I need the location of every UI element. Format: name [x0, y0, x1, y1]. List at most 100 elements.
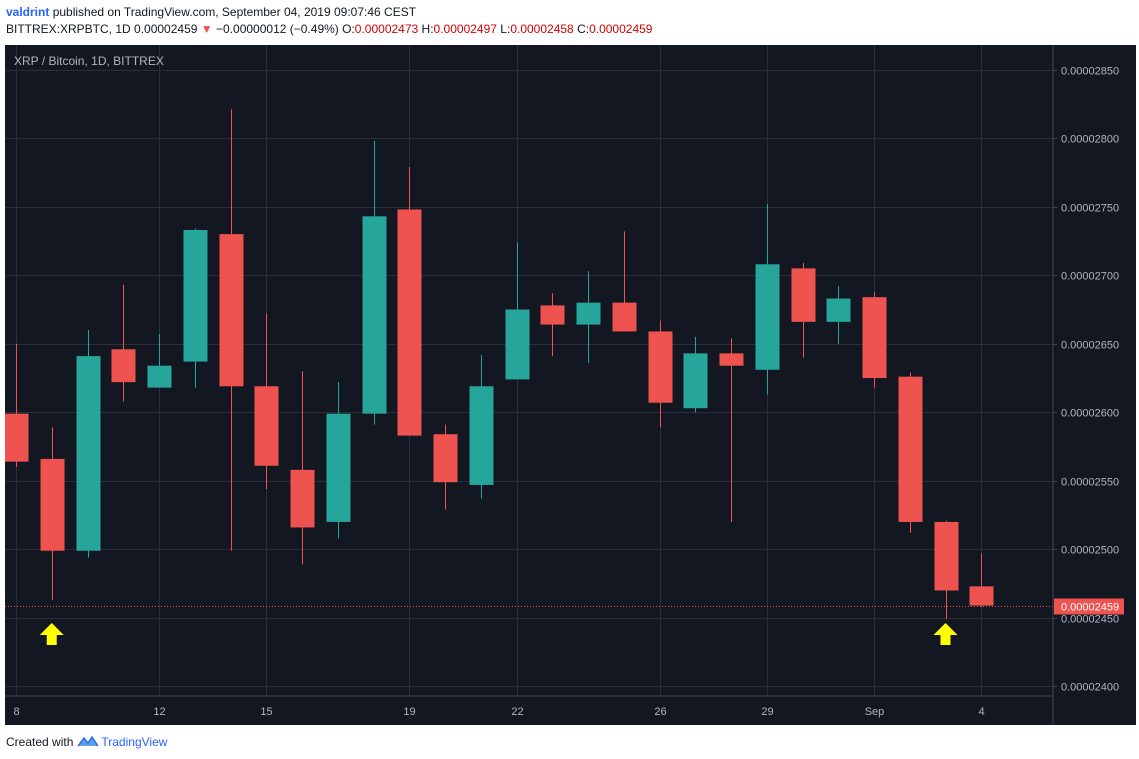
- candle[interactable]: [898, 372, 923, 533]
- ohlc-info: BITTREX:XRPBTC, 1D 0.00002459 ▼ −0.00000…: [6, 22, 652, 38]
- candle[interactable]: [755, 203, 780, 395]
- candle-body: [290, 469, 315, 528]
- time-tick-label: Sep: [865, 706, 885, 718]
- candle-body: [683, 353, 708, 409]
- price-tick-label: 0.00002750: [1061, 203, 1119, 215]
- candle[interactable]: [576, 271, 601, 363]
- close-value: 0.00002459: [589, 22, 653, 36]
- candle[interactable]: [612, 231, 637, 332]
- candle[interactable]: [791, 262, 816, 358]
- candle-body: [397, 209, 422, 436]
- candle-body: [40, 458, 65, 551]
- price-tick-label: 0.00002400: [1061, 682, 1119, 694]
- candle[interactable]: [362, 140, 387, 425]
- price-tick-label: 0.00002850: [1061, 66, 1119, 78]
- candle-body: [183, 230, 208, 362]
- candle[interactable]: [397, 166, 422, 436]
- candle[interactable]: [505, 242, 530, 380]
- annotations: [39, 623, 958, 645]
- price-change: −0.00000012 (−0.49%): [216, 22, 339, 36]
- close-label: C:: [577, 22, 590, 36]
- created-with-text: Created with: [6, 735, 74, 749]
- open-value: 0.00002473: [354, 22, 419, 36]
- candlestick-chart[interactable]: 0.00002850 0.00002800 0.00002750 0.00002700…: [4, 45, 1136, 725]
- candle-body: [612, 302, 637, 332]
- time-tick-label: 8: [13, 706, 19, 718]
- down-arrow-icon: ▼: [200, 22, 213, 36]
- candle-body: [719, 353, 744, 366]
- candle-body: [505, 309, 530, 380]
- candle-body: [433, 434, 458, 483]
- published-text: published on TradingView.com, September …: [52, 5, 417, 19]
- candle[interactable]: [40, 427, 65, 601]
- candle[interactable]: [969, 553, 994, 607]
- time-tick-label: 29: [761, 706, 773, 718]
- candle[interactable]: [111, 284, 136, 402]
- low-value: 0.00002458: [510, 22, 574, 36]
- candle-body: [469, 386, 494, 485]
- time-tick-label: 26: [654, 706, 666, 718]
- footer: Created with TradingView: [6, 733, 167, 751]
- candle-body: [111, 349, 136, 383]
- candle[interactable]: [76, 330, 101, 558]
- candle[interactable]: [183, 228, 208, 388]
- arrow-up-icon: [933, 623, 958, 645]
- candle[interactable]: [433, 424, 458, 510]
- last-price-badge-label: 0.00002459: [1061, 602, 1119, 614]
- candle-body: [898, 376, 923, 522]
- arrow-up-icon: [39, 623, 64, 645]
- price-tick-label: 0.00002700: [1061, 271, 1119, 283]
- high-value: 0.00002497: [433, 22, 497, 36]
- price-tick-label: 0.00002650: [1061, 340, 1119, 352]
- time-tick-label: 4: [978, 706, 984, 718]
- candle-body: [791, 268, 816, 322]
- author-link[interactable]: valdrint: [6, 5, 50, 19]
- price-tick-label: 0.00002500: [1061, 545, 1119, 557]
- tradingview-link[interactable]: TradingView: [101, 735, 168, 749]
- candle[interactable]: [290, 371, 315, 565]
- last-price: 0.00002459: [134, 22, 198, 36]
- candle-body: [254, 386, 279, 466]
- time-tick-label: 22: [511, 706, 523, 718]
- candle-body: [934, 521, 959, 591]
- tradingview-logo-icon: [77, 734, 99, 751]
- open-label: O:: [342, 22, 355, 36]
- chart-title: XRP / Bitcoin, 1D, BITTREX: [14, 54, 164, 68]
- candle[interactable]: [147, 334, 172, 388]
- candle[interactable]: [326, 382, 351, 539]
- candle-body: [826, 298, 851, 322]
- candle-body: [755, 264, 780, 370]
- candle[interactable]: [540, 293, 565, 357]
- candle-body: [219, 234, 244, 387]
- candle-body: [576, 302, 601, 325]
- candle[interactable]: [826, 286, 851, 344]
- candle[interactable]: [934, 520, 959, 620]
- publish-info: valdrint published on TradingView.com, S…: [6, 5, 416, 21]
- candle-body: [362, 216, 387, 414]
- candle[interactable]: [254, 313, 279, 490]
- chart-panel[interactable]: 0.00002850 0.00002800 0.00002750 0.00002700…: [4, 45, 1136, 725]
- candle[interactable]: [219, 109, 244, 551]
- candle[interactable]: [862, 291, 887, 388]
- candles: [4, 109, 994, 620]
- last-price-badge: [1054, 598, 1124, 615]
- low-label: L:: [500, 22, 511, 36]
- candle-body: [540, 305, 565, 325]
- price-axis[interactable]: 0.00002850 0.00002800 0.00002750 0.00002700…: [1053, 66, 1124, 694]
- high-label: H:: [421, 22, 434, 36]
- time-tick-label: 15: [260, 706, 272, 718]
- candle[interactable]: [719, 338, 744, 522]
- candle-body: [969, 586, 994, 606]
- candle-body: [76, 356, 101, 551]
- candle[interactable]: [4, 343, 29, 468]
- candle-body: [147, 365, 172, 388]
- price-tick-label: 0.00002800: [1061, 134, 1119, 146]
- time-axis[interactable]: 8 12 15 19 22 26 29 Sep 4: [13, 706, 984, 718]
- candle[interactable]: [648, 320, 673, 428]
- candle-body: [862, 297, 887, 379]
- candle[interactable]: [469, 354, 494, 499]
- price-tick-label: 0.00002450: [1061, 614, 1119, 626]
- candle[interactable]: [683, 336, 708, 413]
- price-tick-label: 0.00002550: [1061, 477, 1119, 489]
- candle-body: [326, 413, 351, 522]
